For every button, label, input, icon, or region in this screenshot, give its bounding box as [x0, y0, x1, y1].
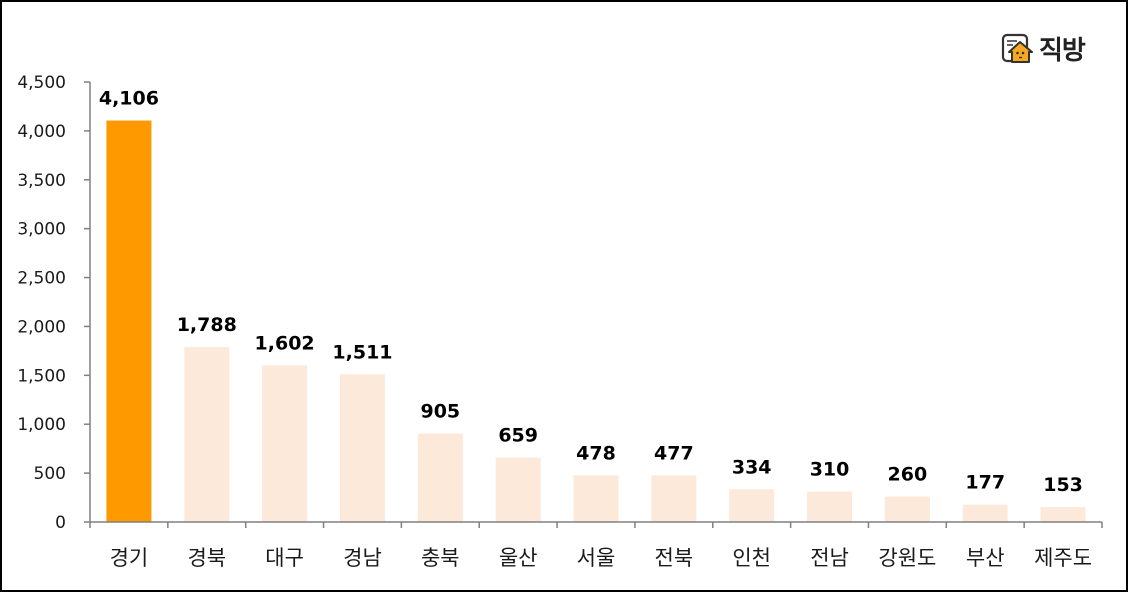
- x-category-label: 부산: [966, 546, 1005, 570]
- house-icon: [1001, 33, 1033, 63]
- x-category-label: 경남: [343, 546, 382, 570]
- bar-value-label: 177: [965, 472, 1005, 494]
- bar-value-label: 905: [420, 401, 460, 423]
- bar-value-label: 1,788: [177, 314, 237, 336]
- y-tick-label: 2,000: [17, 317, 66, 337]
- bar-value-label: 1,602: [255, 332, 315, 354]
- bar-value-label: 260: [888, 464, 928, 486]
- bar-충북: [417, 433, 463, 522]
- bar-value-label: 659: [498, 425, 538, 447]
- bar-서울: [573, 475, 619, 522]
- bar-경기: [106, 120, 152, 522]
- y-tick-label: 500: [34, 464, 66, 484]
- y-tick-label: 3,500: [17, 171, 66, 191]
- x-category-label: 서울: [577, 546, 616, 570]
- x-category-label: 대구: [265, 546, 304, 570]
- bar-인천: [729, 489, 775, 522]
- y-tick-label: 4,500: [17, 73, 66, 93]
- bar-강원도: [884, 496, 930, 522]
- y-tick-label: 0: [55, 513, 66, 533]
- bar-value-label: 153: [1043, 474, 1083, 496]
- logo-text: 직방: [1039, 35, 1086, 66]
- y-axis: 0 500 1,000 1,500 2,000 2,500 3,000 3,500 4,000 4…: [17, 73, 91, 533]
- bar-대구: [262, 365, 308, 522]
- x-category-label: 충북: [421, 546, 460, 570]
- bar-value-label: 310: [810, 459, 850, 481]
- x-category-label: 경북: [187, 546, 226, 570]
- bar-value-label: 334: [732, 456, 772, 478]
- y-tick-label: 2,500: [17, 269, 66, 289]
- bar-value-label: 1,511: [332, 341, 392, 363]
- y-tick-label: 4,000: [17, 122, 66, 142]
- x-category-label: 강원도: [878, 546, 936, 570]
- bar-부산: [962, 504, 1008, 522]
- x-axis: 경기 경북 대구 경남 충북 울산 서울 전북 인천 전남 강원도 부산 제주도: [89, 521, 1103, 570]
- x-category-label: 경기: [110, 546, 149, 570]
- x-category-label: 제주도: [1034, 546, 1092, 570]
- bar-value-label: 4,106: [99, 88, 159, 110]
- x-category-label: 울산: [499, 546, 538, 570]
- bar-울산: [495, 457, 541, 522]
- x-category-label: 인천: [732, 546, 771, 570]
- bar-제주도: [1040, 507, 1086, 522]
- bar-value-label: 478: [576, 442, 616, 464]
- y-tick-label: 1,000: [17, 415, 66, 435]
- zigbang-logo: 직방: [1001, 30, 1086, 66]
- bar-value-label: 477: [654, 442, 694, 464]
- bar-경남: [339, 374, 385, 522]
- y-tick-label: 3,000: [17, 220, 66, 240]
- bars: 4,106 1,788 1,602 1,511 905 659 478 477 334 310 26…: [99, 88, 1086, 522]
- bar-전북: [651, 475, 697, 522]
- bar-전남: [807, 491, 853, 522]
- x-category-label: 전북: [655, 546, 694, 570]
- y-tick-label: 1,500: [17, 366, 66, 386]
- bar-경북: [184, 347, 230, 522]
- x-category-label: 전남: [810, 546, 849, 570]
